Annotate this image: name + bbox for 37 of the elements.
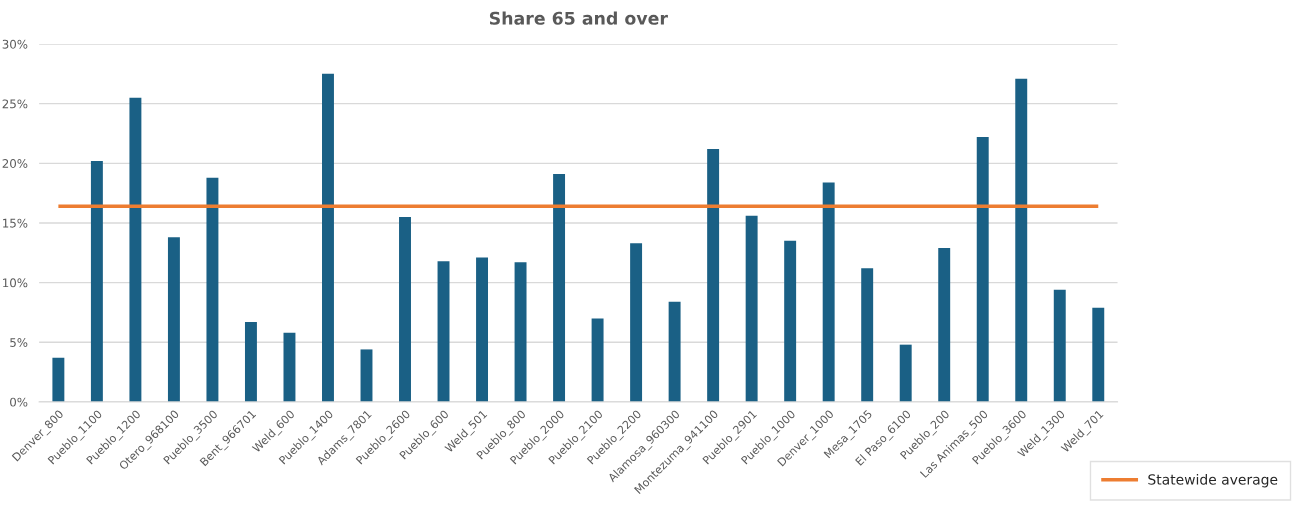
bar: [437, 261, 450, 402]
bar: [52, 357, 65, 402]
bar: [976, 137, 989, 402]
bar: [553, 174, 566, 402]
bar: [707, 149, 720, 402]
bar: [822, 182, 835, 402]
y-tick-label: 15%: [3, 218, 28, 228]
bar: [514, 262, 527, 402]
bar: [167, 237, 180, 402]
bar: [129, 97, 142, 402]
y-tick-label: 0%: [10, 397, 28, 407]
y-tick-label: 5%: [10, 338, 28, 347]
bar: [1092, 307, 1105, 402]
bar: [899, 344, 912, 402]
y-tick-label: 30%: [2, 39, 28, 49]
bar: [206, 177, 219, 402]
bar: [360, 349, 373, 402]
bar: [399, 217, 411, 402]
y-tick-label: 20%: [2, 159, 28, 168]
bar: [630, 243, 643, 402]
bar: [861, 268, 874, 402]
y-tick-label: 25%: [2, 99, 28, 109]
bar: [1053, 289, 1066, 402]
legend-label: Statewide average: [1148, 473, 1278, 488]
bar: [784, 240, 797, 402]
bar: [668, 301, 681, 402]
bar: [745, 215, 758, 402]
bar: [90, 160, 103, 402]
bar: [283, 332, 296, 402]
bar: [591, 318, 604, 402]
bar: [244, 321, 257, 402]
y-tick-label: 10%: [3, 278, 28, 288]
bar: [938, 248, 951, 402]
bar: [322, 73, 334, 402]
bar: [476, 257, 489, 402]
bar: [1015, 78, 1028, 402]
chart-title: Share 65 and over: [489, 11, 668, 25]
